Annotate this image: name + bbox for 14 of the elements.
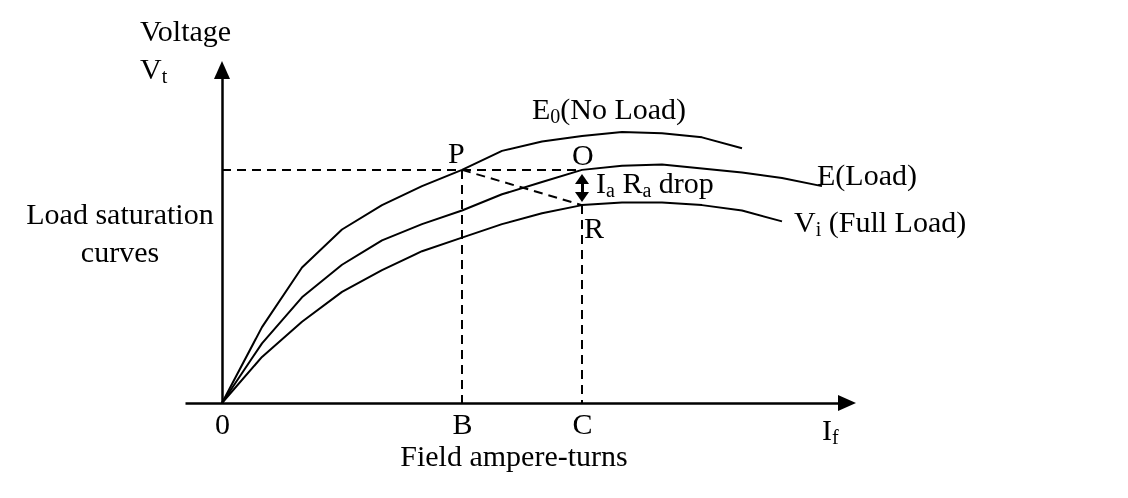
annotation: P <box>448 135 465 169</box>
series-label: V$_{i}$ (Full Load) <box>794 205 967 241</box>
x-tick-label: C <box>572 406 593 440</box>
annotation: R <box>584 211 605 245</box>
series-label: E$_{0}$(No Load) <box>532 92 687 128</box>
annotation: Load saturation curves <box>25 196 215 270</box>
x-tick-label: 0 <box>215 406 230 440</box>
annotation: O <box>572 137 594 171</box>
annotation: I$_{a}$ R$_{a}$ drop <box>596 166 714 201</box>
text: I$_{f}$ <box>822 413 839 448</box>
x-axis-title: Field ampere-turns <box>400 438 628 472</box>
x-tick-label: B <box>452 406 473 440</box>
y-axis-title: Voltage V$_{t}$ <box>140 13 233 89</box>
series-label: E(Load) <box>817 158 917 192</box>
